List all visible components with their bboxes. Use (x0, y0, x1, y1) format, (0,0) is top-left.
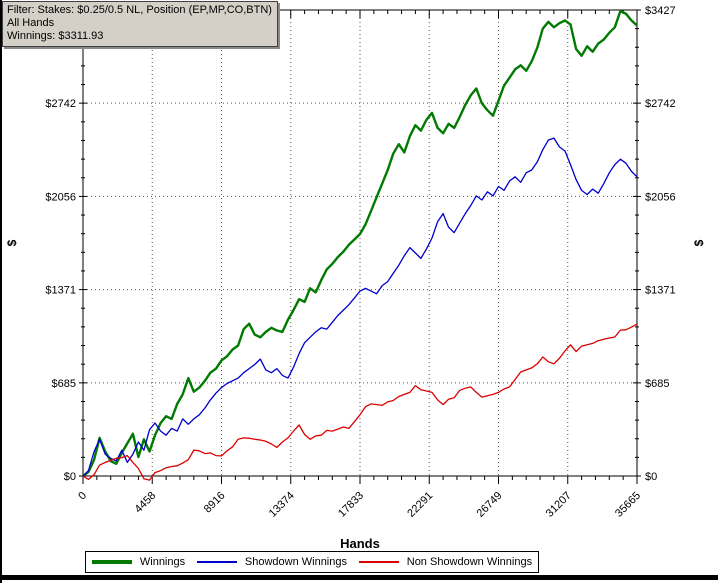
series-line-winnings (82, 9, 638, 477)
filter-info-box: Filter: Stakes: $0.25/0.5 NL, Position (… (2, 1, 278, 47)
series-line-non-showdown-winnings (82, 323, 638, 481)
legend-item-winnings: Winnings (91, 556, 186, 568)
y-axis-title-right: $ (692, 239, 706, 246)
y-tick-labels: $0 $0 $685 $685 $1371 $1371 $2056 $2056 $2742 $27… (45, 5, 675, 483)
filter-winnings-line: Winnings: $3311.93 (7, 30, 104, 42)
x-tick-labels: 0 4458 8916 13374 17833 22291 26749 31207 35665 (76, 490, 643, 520)
y-tick-label-left: $2742 (45, 98, 76, 110)
axis-titles: Hands $ $ (5, 239, 706, 551)
legend-swatch (358, 561, 399, 563)
y-tick-label-right: $685 (645, 378, 669, 390)
x-tick-label: 13374 (267, 490, 297, 520)
x-tick-label: 17833 (336, 490, 366, 520)
y-tick-label-right: $0 (645, 471, 657, 483)
x-tick-label: 26749 (475, 490, 505, 520)
x-tick-label: 35665 (613, 490, 643, 520)
legend-label: Showdown Winnings (244, 556, 347, 568)
x-tick-label: 4458 (133, 490, 159, 516)
filter-line: Filter: Stakes: $0.25/0.5 NL, Position (… (7, 4, 272, 16)
legend-swatch (91, 560, 132, 564)
y-tick-label-left: $685 (52, 378, 76, 390)
legend-item-showdown-winnings: Showdown Winnings (196, 556, 347, 568)
chart-legend: Winnings Showdown Winnings Non Showdown Wi… (85, 551, 539, 573)
series-line-showdown-winnings (82, 137, 638, 477)
y-tick-label-right: $2742 (645, 98, 676, 110)
y-tick-label-left: $2056 (45, 191, 76, 203)
y-tick-label-left: $1371 (45, 285, 76, 297)
y-tick-label-right: $1371 (645, 285, 676, 297)
x-axis-title: Hands (340, 536, 380, 551)
y-tick-label-right: $2056 (645, 191, 676, 203)
filter-hands-line: All Hands (7, 17, 55, 29)
x-tick-label: 8916 (202, 490, 228, 516)
legend-label: Non Showdown Winnings (406, 556, 533, 568)
legend-swatch (196, 561, 237, 563)
legend-label: Winnings (139, 556, 186, 568)
x-tick-label: 0 (76, 490, 89, 503)
window-bottom-border (0, 575, 718, 580)
y-axis-title-left: $ (5, 239, 19, 246)
y-tick-label-right: $3427 (645, 5, 676, 17)
x-tick-label: 22291 (405, 490, 435, 520)
y-tick-label-left: $0 (64, 471, 76, 483)
gridlines (83, 10, 637, 476)
x-tick-label: 31207 (544, 490, 574, 520)
legend-item-non-showdown-winnings: Non Showdown Winnings (358, 556, 533, 568)
window-left-border (0, 0, 2, 583)
